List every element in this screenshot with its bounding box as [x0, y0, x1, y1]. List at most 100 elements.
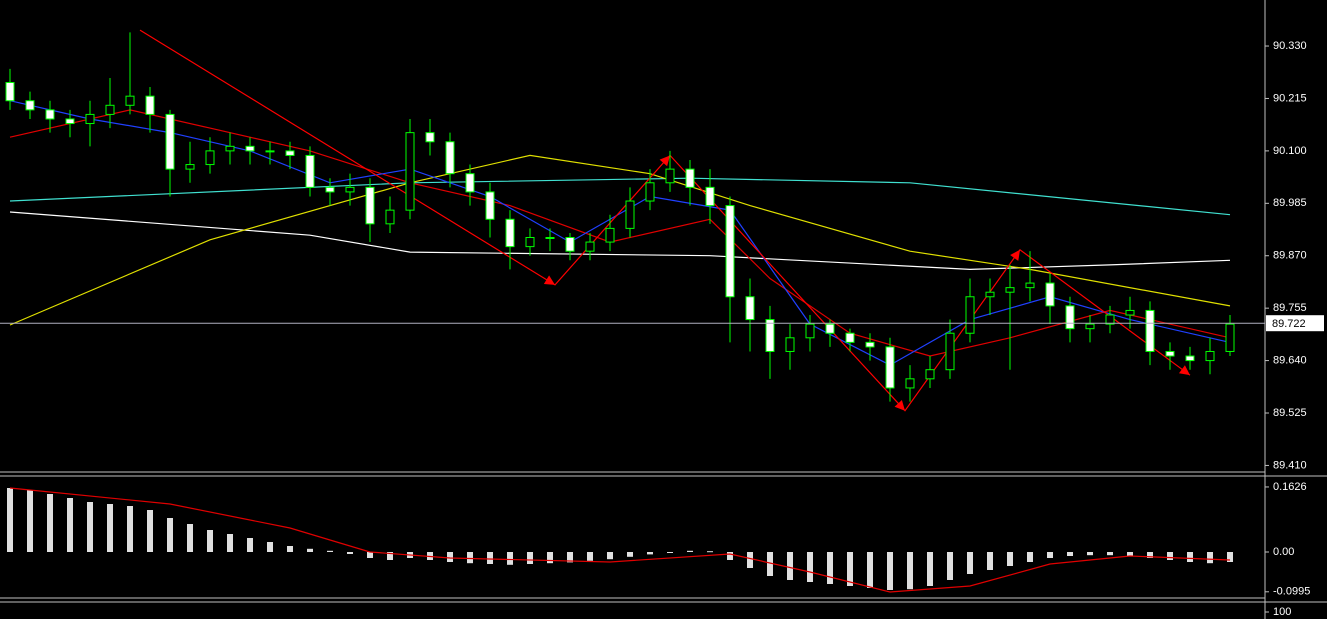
candle-body [1085, 323, 1095, 330]
histogram-bar [87, 502, 93, 552]
indicator-line [139, 29, 1191, 412]
arrow-head [1010, 249, 1020, 261]
indicator-line [9, 109, 1231, 357]
candle-body [885, 346, 895, 389]
candle-body [585, 241, 595, 252]
candle-body [1185, 355, 1195, 362]
histogram-bar [1107, 552, 1113, 556]
current-price-box [1266, 315, 1324, 332]
candle-body [25, 100, 35, 111]
histogram-bar [687, 550, 693, 552]
candle-body [1165, 350, 1175, 357]
candle-body [445, 141, 455, 175]
histogram-bar [7, 488, 13, 552]
arrow-head [659, 155, 670, 167]
histogram-bar [527, 552, 533, 564]
histogram-bar [167, 518, 173, 552]
histogram-bar [887, 552, 893, 590]
histogram-bar [907, 552, 913, 590]
histogram-bar [347, 552, 353, 554]
histogram-bar [267, 542, 273, 552]
histogram-bar [1007, 552, 1013, 566]
histogram-bar [1087, 552, 1093, 556]
candle-body [365, 186, 375, 225]
candle-body [125, 95, 135, 106]
histogram-bar [487, 552, 493, 564]
candle-body [1045, 282, 1055, 307]
histogram-bar [147, 510, 153, 552]
histogram-bar [247, 538, 253, 552]
histogram-bar [27, 490, 33, 552]
candle-body [965, 296, 975, 334]
histogram-bar [587, 552, 593, 561]
histogram-bar [547, 552, 553, 564]
histogram-bar [647, 552, 653, 555]
candle-body [525, 237, 535, 248]
candle-body [1225, 323, 1235, 352]
candle-body [865, 341, 875, 348]
candle-body [845, 332, 855, 343]
histogram-bar [1207, 552, 1213, 564]
candle-body [625, 200, 635, 229]
candle-body [705, 186, 715, 207]
candle-body [265, 150, 275, 153]
candle-body [1105, 314, 1115, 325]
candle-body [65, 118, 75, 125]
candle-body [1145, 309, 1155, 352]
y-tick-label: 90.215 [1273, 92, 1307, 104]
candle-body [385, 209, 395, 225]
candle-body [145, 95, 155, 115]
candle-body [725, 205, 735, 298]
candle-body [1025, 282, 1035, 289]
candle-body [45, 109, 55, 120]
candle-body [405, 132, 415, 211]
y-tick-label: 89.410 [1273, 459, 1307, 471]
arrow-head [543, 275, 555, 285]
candle-body [1005, 287, 1015, 293]
histogram-bar [847, 552, 853, 586]
candle-body [465, 173, 475, 193]
y-tick-label: 0.00 [1273, 546, 1294, 558]
arrow-head [1178, 365, 1190, 376]
histogram-bar [607, 552, 613, 560]
histogram-bar [927, 552, 933, 586]
candle-body [765, 319, 775, 352]
candle-body [985, 291, 995, 298]
histogram-bar [1067, 552, 1073, 556]
candle-body [245, 145, 255, 152]
candle-body [485, 191, 495, 220]
histogram-bar [1047, 552, 1053, 558]
candle-body [1205, 350, 1215, 362]
histogram-bar [727, 552, 733, 560]
candle-body [425, 132, 435, 143]
y-tick-label: 89.870 [1273, 250, 1307, 262]
histogram-bar [447, 552, 453, 562]
histogram-bar [707, 551, 713, 553]
y-tick-label: 89.525 [1273, 407, 1307, 419]
histogram-bar [967, 552, 973, 574]
histogram-bar [187, 524, 193, 552]
histogram-bar [767, 552, 773, 576]
candle-body [285, 150, 295, 156]
histogram-bar [827, 552, 833, 584]
histogram-bar [1227, 552, 1233, 562]
candle-body [945, 332, 955, 371]
histogram-bar [307, 548, 313, 552]
histogram-bar [227, 534, 233, 552]
candle-body [105, 104, 115, 115]
histogram-bar [1027, 552, 1033, 562]
histogram-bar [327, 550, 333, 552]
histogram-bar [1147, 552, 1153, 558]
histogram-bar [947, 552, 953, 580]
candle-body [545, 237, 555, 239]
y-tick-label: 90.330 [1273, 40, 1307, 52]
candle-body [1125, 309, 1135, 316]
histogram-bar [67, 498, 73, 552]
candle-body [805, 323, 815, 339]
histogram-bar [787, 552, 793, 580]
histogram-bar [807, 552, 813, 582]
y-tick-label: 100 [1273, 606, 1291, 618]
candle-body [785, 337, 795, 352]
candle-body [325, 186, 335, 193]
